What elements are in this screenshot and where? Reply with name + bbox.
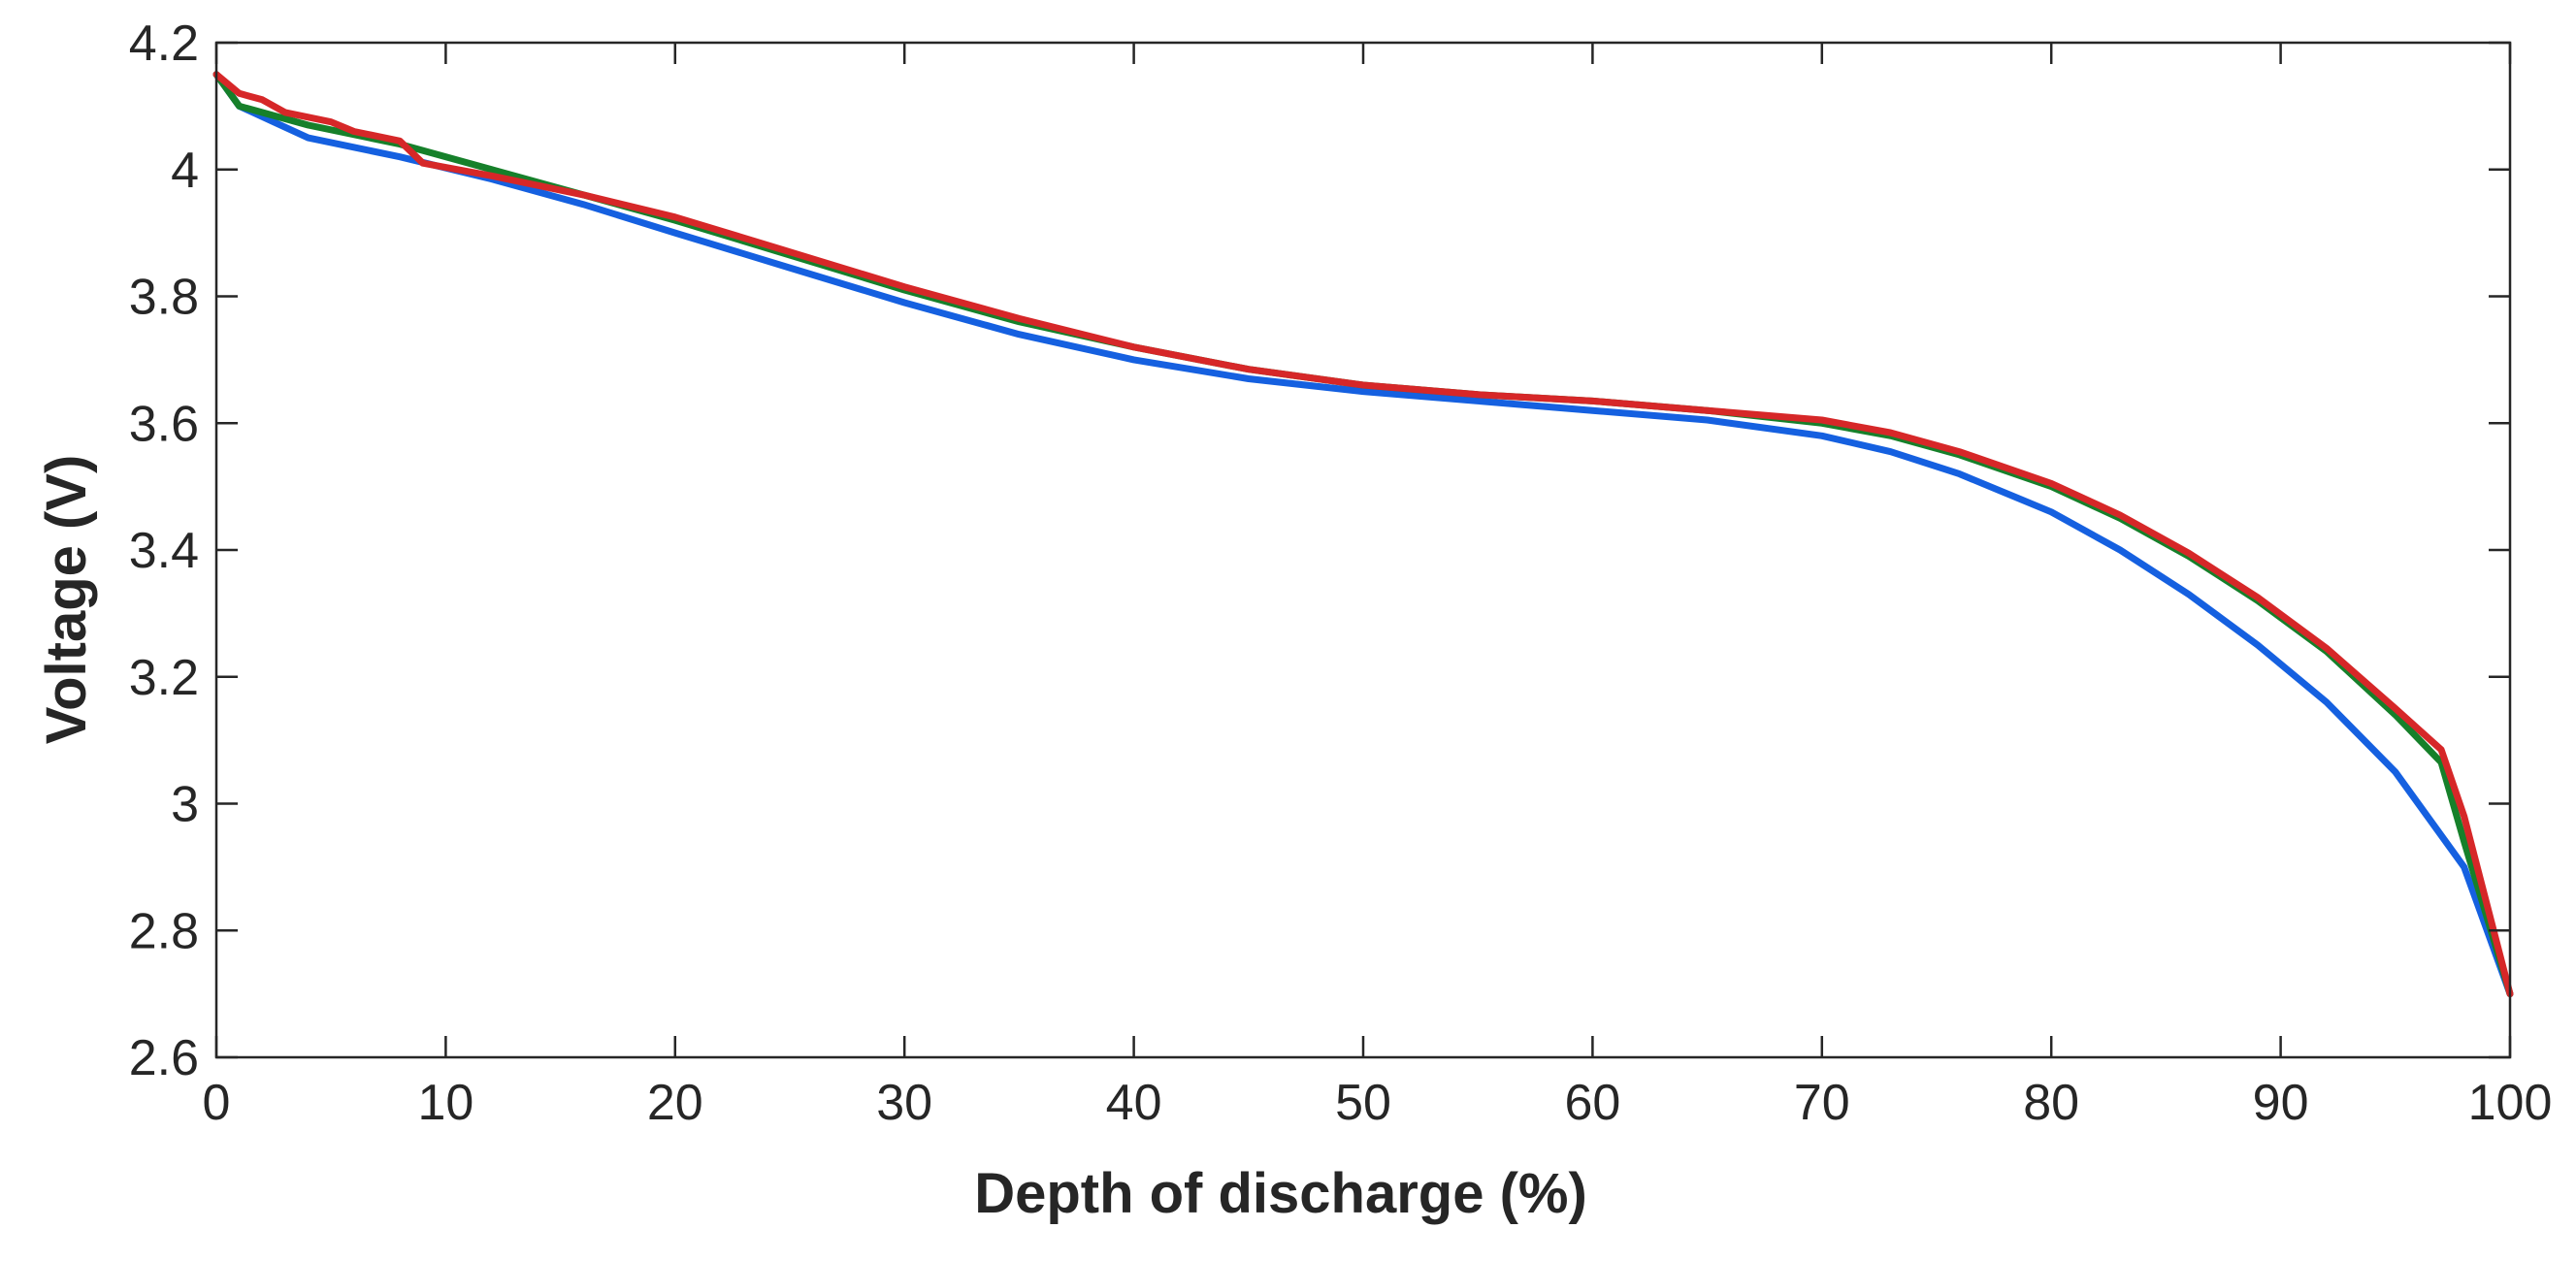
y-tick-label: 2.8 (129, 903, 199, 959)
y-tick-label: 3 (171, 777, 199, 833)
y-tick-label: 2.6 (129, 1030, 199, 1086)
tick-label-layer: 0 10 20 30 40 50 60 70 80 90 100 2.6 2.8 3 3.2 3.4 3.6 3.… (129, 16, 2553, 1131)
x-tick-label: 70 (1794, 1075, 1850, 1131)
y-tick-label: 4.2 (129, 16, 199, 72)
x-tick-label: 90 (2253, 1075, 2309, 1131)
y-tick-label: 4 (171, 143, 199, 199)
x-tick-label: 80 (2023, 1075, 2079, 1131)
series-line-blue (212, 71, 2514, 998)
x-tick-label: 50 (1335, 1075, 1391, 1131)
series-layer (212, 71, 2514, 998)
y-tick-label: 3.8 (129, 270, 199, 326)
x-tick-label: 0 (203, 1075, 231, 1131)
x-tick-label: 40 (1106, 1075, 1162, 1131)
x-tick-label: 60 (1564, 1075, 1620, 1131)
y-tick-label: 3.4 (129, 523, 199, 579)
y-tick-label: 3.6 (129, 396, 199, 452)
y-axis-title: Voltage (V) (35, 455, 98, 745)
y-tick-label: 3.2 (129, 650, 199, 706)
x-tick-label: 100 (2468, 1075, 2553, 1131)
axes-layer (214, 41, 2512, 1059)
x-tick-label: 10 (417, 1075, 473, 1131)
x-axis-title: Depth of discharge (%) (974, 1162, 1587, 1225)
x-tick-label: 20 (647, 1075, 703, 1131)
x-tick-label: 30 (876, 1075, 932, 1131)
series-line-red (212, 71, 2514, 998)
